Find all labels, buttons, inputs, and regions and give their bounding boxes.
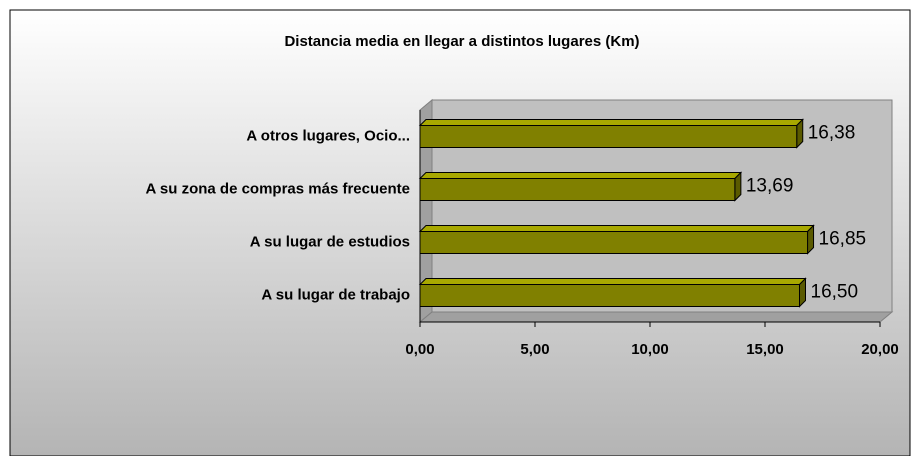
x-tick-label: 20,00: [861, 341, 899, 358]
bar-front: [419, 231, 809, 254]
chart-title: Distancia media en llegar a distintos lu…: [284, 33, 639, 50]
bar-front: [419, 284, 800, 307]
bar: [418, 118, 804, 149]
x-tick-label: 10,00: [631, 341, 669, 358]
value-label: 16,85: [819, 229, 867, 250]
bar-top: [418, 278, 807, 285]
x-tick-label: 15,00: [746, 341, 784, 358]
x-tick-label: 0,00: [405, 341, 434, 358]
y-tick-label: A su zona de compras más frecuente: [145, 180, 410, 197]
value-label: 16,38: [808, 123, 856, 144]
bar-front: [419, 178, 736, 201]
y-tick-label: A otros lugares, Ocio...: [246, 127, 410, 144]
bar: [418, 171, 743, 202]
value-label: 13,69: [746, 176, 794, 197]
bar-front: [419, 125, 798, 148]
bar-top: [418, 225, 815, 232]
y-tick-label: A su lugar de trabajo: [261, 286, 410, 303]
y-tick-label: A su lugar de estudios: [250, 233, 410, 250]
bar: [418, 277, 807, 308]
bar: [418, 224, 815, 255]
value-label: 16,50: [811, 282, 859, 303]
floor: [418, 311, 894, 323]
bar-top: [418, 119, 804, 126]
x-tick-label: 5,00: [520, 341, 549, 358]
bar-top: [418, 172, 743, 179]
